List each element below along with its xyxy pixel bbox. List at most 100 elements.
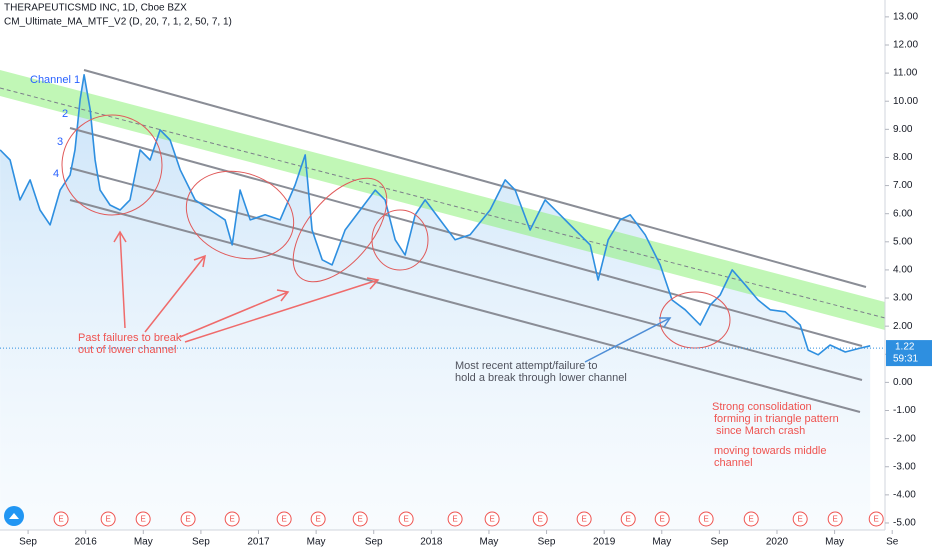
y-tick-label: 3.00 (893, 293, 913, 304)
channel-line (69, 199, 861, 413)
earnings-label: E (403, 515, 408, 524)
y-tick-label: -4.00 (893, 489, 916, 500)
annotation: Past failures to break (78, 332, 182, 344)
earnings-label: E (703, 515, 708, 524)
earnings-label: E (58, 515, 63, 524)
y-tick-label: 12.00 (893, 40, 918, 51)
y-tick-label: 0.00 (893, 377, 913, 388)
x-tick-label: 2019 (593, 537, 616, 548)
x-tick-label: May (652, 537, 671, 548)
y-tick-label: 8.00 (893, 152, 913, 163)
price-area (0, 74, 871, 531)
annotation: out of lower channel (78, 344, 176, 356)
x-tick-label: 2018 (420, 537, 443, 548)
earnings-marker (53, 511, 69, 527)
x-tick-label: May (134, 537, 153, 548)
chart-subtitle: CM_Ultimate_MA_MTF_V2 (D, 20, 7, 1, 2, 5… (4, 17, 232, 28)
channel-line (69, 167, 863, 381)
earnings-marker (743, 511, 759, 527)
earnings-label: E (229, 515, 234, 524)
y-tick-label: 9.00 (893, 124, 913, 135)
annotation: Channel 1 (30, 74, 80, 86)
earnings-label: E (185, 515, 190, 524)
annotation-shapes (61, 114, 731, 349)
annotation: 3 (57, 136, 63, 148)
earnings-label: E (660, 515, 665, 524)
earnings-label: E (105, 515, 110, 524)
earnings-label: E (538, 515, 543, 524)
annotation: Strong consolidation (712, 401, 812, 413)
annotation: 4 (53, 168, 59, 180)
earnings-marker (135, 511, 151, 527)
earnings-marker (620, 511, 636, 527)
earnings-label: E (358, 515, 363, 524)
x-tick-label: May (479, 537, 498, 548)
annotation-arrow-blue (584, 317, 672, 363)
earnings-label: E (874, 515, 879, 524)
y-tick-label: -5.00 (893, 518, 916, 529)
earnings-marker (532, 511, 548, 527)
y-tick-label: -1.00 (893, 405, 916, 416)
price-line (0, 74, 871, 356)
x-tick-label: 2017 (247, 537, 270, 548)
earnings-marker (868, 511, 884, 527)
earnings-marker (654, 511, 670, 527)
y-tick-label: 6.00 (893, 208, 913, 219)
annotation: forming in triangle pattern (714, 413, 839, 425)
x-tick-label: Sep (192, 537, 210, 548)
x-tick-label: 2020 (766, 537, 789, 548)
annotation: 2 (62, 108, 68, 120)
channel-band (0, 70, 885, 330)
earnings-marker (484, 511, 500, 527)
x-tick-label: Sep (538, 537, 556, 548)
x-tick-label: May (825, 537, 844, 548)
y-tick-label: 13.00 (893, 12, 918, 23)
earnings-marker (827, 511, 843, 527)
earnings-marker (792, 511, 808, 527)
x-tick-label: Sep (710, 537, 728, 548)
earnings-marker (576, 511, 592, 527)
earnings-marker (698, 511, 714, 527)
y-tick-label: 2.00 (893, 321, 913, 332)
earnings-marker (398, 511, 414, 527)
annotation: Most recent attempt/failure to (455, 360, 597, 372)
earnings-label: E (140, 515, 145, 524)
chart-title: THERAPEUTICSMD INC, 1D, Cboe BZX (4, 3, 187, 14)
y-tick-label: 11.00 (893, 68, 918, 79)
earnings-label: E (452, 515, 457, 524)
earnings-marker (276, 511, 292, 527)
earnings-marker (447, 511, 463, 527)
earnings-label: E (626, 515, 631, 524)
earnings-label: E (281, 515, 286, 524)
earnings-label: E (749, 515, 754, 524)
y-tick-label: -3.00 (893, 461, 916, 472)
countdown: 59:31 (893, 354, 918, 365)
annotation: channel (714, 457, 753, 469)
earnings-marker (100, 511, 116, 527)
y-tick-label: 10.00 (893, 96, 918, 107)
earnings-label: E (315, 515, 320, 524)
y-tick-label: 5.00 (893, 236, 913, 247)
earnings-marker (180, 511, 196, 527)
annotation: moving towards middle (714, 445, 827, 457)
x-tick-label: Se (886, 537, 899, 548)
earnings-label: E (798, 515, 803, 524)
earnings-marker (310, 511, 326, 527)
channel-line (83, 69, 867, 288)
earnings-marker (352, 511, 368, 527)
y-tick-label: 4.00 (893, 265, 913, 276)
y-tick-label: -2.00 (893, 433, 916, 444)
annotation-arrows (113, 230, 380, 343)
y-tick-label: 7.00 (893, 180, 913, 191)
annotation: since March crash (716, 425, 805, 437)
logo (4, 506, 24, 526)
last-price-box (886, 340, 932, 367)
x-tick-label: Sep (365, 537, 383, 548)
channel-midline (0, 87, 886, 319)
annotation: hold a break through lower channel (455, 372, 627, 384)
last-price-label: 1.22 (895, 342, 915, 353)
x-tick-label: 2016 (75, 537, 98, 548)
x-tick-label: May (307, 537, 326, 548)
x-tick-label: Sep (19, 537, 37, 548)
